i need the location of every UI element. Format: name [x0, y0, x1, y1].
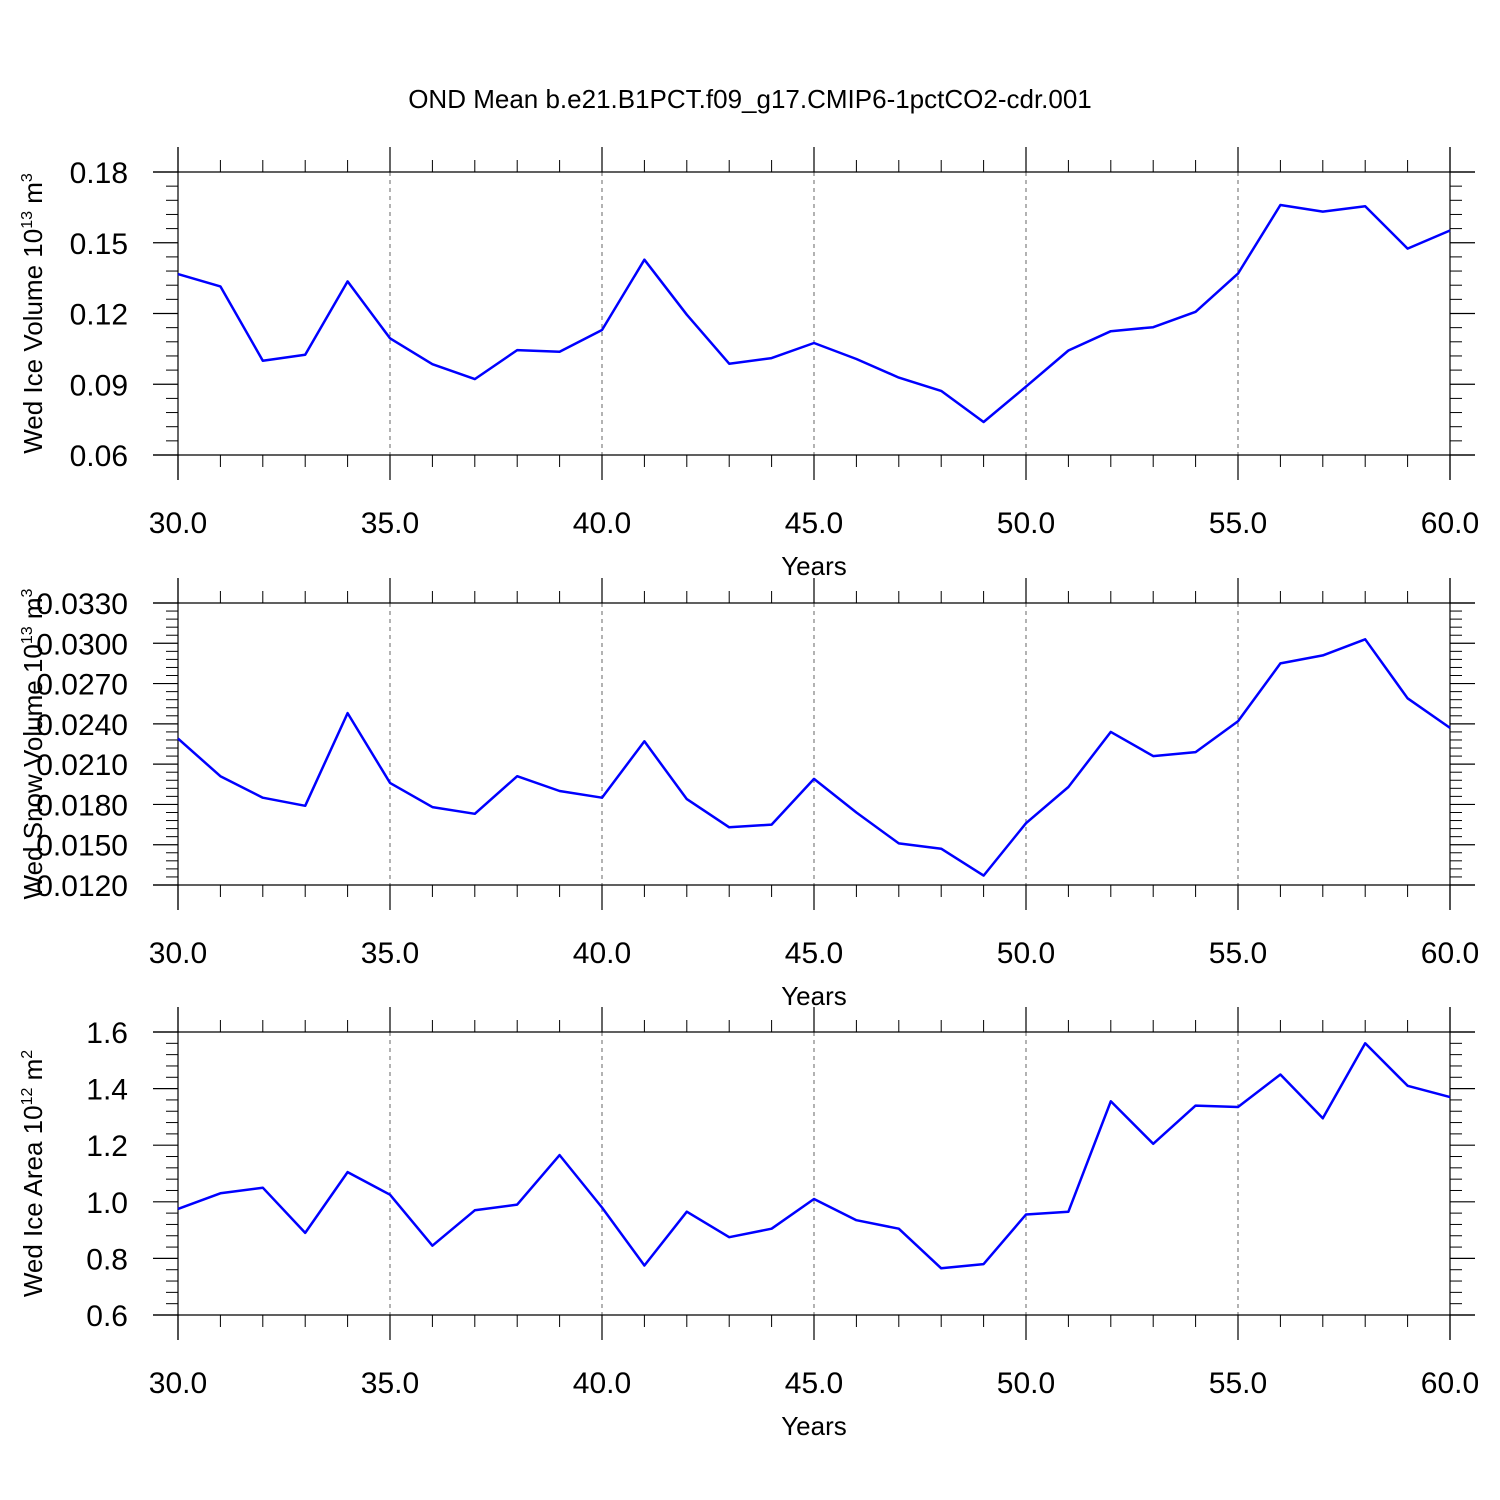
- y-tick-label: 1.4: [86, 1074, 128, 1107]
- x-tick-label: 50.0: [997, 1367, 1055, 1400]
- y-tick-label: 0.0120: [36, 870, 128, 903]
- y-tick-label: 0.0270: [36, 669, 128, 702]
- y-axis-title-unit-exponent: 3: [19, 173, 36, 182]
- y-axis-title-unit: m: [18, 182, 48, 211]
- y-tick-label: 0.15: [70, 228, 128, 261]
- y-tick-label: 0.0300: [36, 628, 128, 661]
- x-tick-label: 40.0: [573, 507, 631, 540]
- y-tick-label: 0.18: [70, 157, 128, 190]
- y-tick-label: 1.6: [86, 1017, 128, 1050]
- x-tick-label: 55.0: [1209, 1367, 1267, 1400]
- y-tick-label: 0.0210: [36, 749, 128, 782]
- x-tick-label: 30.0: [149, 937, 207, 970]
- y-tick-label: 0.06: [70, 440, 128, 473]
- figure-title: OND Mean b.e21.B1PCT.f09_g17.CMIP6-1pctC…: [408, 84, 1092, 114]
- y-axis-title-unit: m: [18, 597, 48, 626]
- chart-panel-1: 0.06 0.09 0.12 0.15 0.18 30.0 35.0 40.0 45.0 50.0…: [18, 147, 1479, 581]
- y-axis-title-exponent: 13: [19, 211, 36, 229]
- x-tick-label: 35.0: [361, 937, 419, 970]
- y-axis-title-main: Wed Ice Area 10: [18, 1105, 48, 1297]
- chart-panel-3: 0.6 0.8 1.0 1.2 1.4 1.6 30.0 35.0 40.0 45.0 50.0 55…: [18, 1007, 1479, 1441]
- y-tick-label: 0.0330: [36, 588, 128, 621]
- x-tick-label: 35.0: [361, 507, 419, 540]
- y-axis-title-main: Wed Ice Volume 10: [18, 229, 48, 454]
- series-line: [177, 203, 1451, 424]
- y-axis-title-exponent: 12: [19, 1088, 36, 1106]
- y-tick-label: 0.6: [86, 1300, 128, 1333]
- x-tick-label: 45.0: [785, 1367, 843, 1400]
- x-tick-label: 60.0: [1421, 1367, 1479, 1400]
- y-axis-title-unit-exponent: 2: [19, 1050, 36, 1059]
- y-tick-label: 0.12: [70, 299, 128, 332]
- x-tick-label: 50.0: [997, 937, 1055, 970]
- y-axis-title-unit-exponent: 3: [19, 588, 36, 597]
- x-tick-label: 55.0: [1209, 937, 1267, 970]
- series-line: [177, 638, 1451, 877]
- x-tick-label: 35.0: [361, 1367, 419, 1400]
- y-tick-label: 0.0150: [36, 830, 128, 863]
- y-tick-label: 0.09: [70, 369, 128, 402]
- chart-panel-2: 0.0120 0.0150 0.0180 0.0210 0.0240 0.0270 0.03…: [18, 578, 1479, 1011]
- y-axis-title-main: Wed Snow Volume 10: [18, 644, 48, 899]
- x-tick-label: 30.0: [149, 1367, 207, 1400]
- x-axis-title: Years: [781, 981, 847, 1011]
- series-line: [177, 1042, 1451, 1270]
- x-tick-label: 50.0: [997, 507, 1055, 540]
- chart-panels: 0.06 0.09 0.12 0.15 0.18 30.0 35.0 40.0 45.0 50.0…: [18, 147, 1479, 1441]
- y-axis-title-unit: m: [18, 1059, 48, 1088]
- x-tick-label: 45.0: [785, 507, 843, 540]
- y-tick-label: 0.0240: [36, 709, 128, 742]
- y-tick-label: 1.2: [86, 1130, 128, 1163]
- y-axis-title: Wed Snow Volume 1013 m3: [18, 588, 48, 899]
- y-axis-title-exponent: 13: [19, 626, 36, 644]
- x-axis-title: Years: [781, 1411, 847, 1441]
- x-tick-label: 45.0: [785, 937, 843, 970]
- x-tick-label: 55.0: [1209, 507, 1267, 540]
- y-axis-title: Wed Ice Volume 1013 m3: [18, 173, 48, 454]
- x-tick-label: 40.0: [573, 1367, 631, 1400]
- y-tick-label: 0.8: [86, 1243, 128, 1276]
- x-tick-label: 60.0: [1421, 507, 1479, 540]
- x-tick-label: 30.0: [149, 507, 207, 540]
- x-tick-label: 60.0: [1421, 937, 1479, 970]
- y-tick-label: 1.0: [86, 1187, 128, 1220]
- y-axis-title: Wed Ice Area 1012 m2: [18, 1050, 48, 1297]
- y-tick-label: 0.0180: [36, 789, 128, 822]
- x-tick-label: 40.0: [573, 937, 631, 970]
- x-axis-title: Years: [781, 551, 847, 581]
